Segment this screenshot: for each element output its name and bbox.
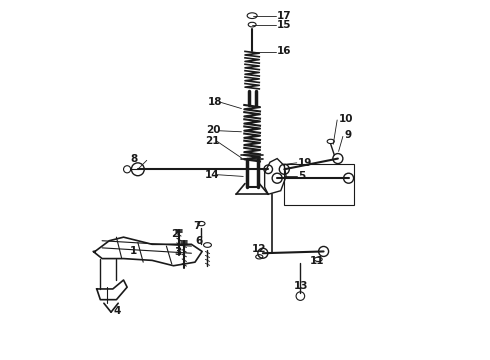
Text: 14: 14 — [205, 170, 220, 180]
Text: 18: 18 — [207, 97, 222, 107]
Text: 17: 17 — [277, 11, 292, 21]
Text: 13: 13 — [294, 282, 309, 292]
Text: 2: 2 — [171, 229, 178, 239]
Text: 12: 12 — [251, 244, 266, 253]
Text: 16: 16 — [277, 46, 292, 57]
Text: 11: 11 — [310, 256, 324, 266]
Text: 15: 15 — [277, 19, 292, 30]
Text: 5: 5 — [298, 171, 305, 181]
Text: 3: 3 — [174, 247, 181, 257]
Text: 9: 9 — [344, 130, 351, 140]
Text: 10: 10 — [339, 113, 353, 123]
Text: 21: 21 — [205, 136, 220, 147]
Text: 7: 7 — [193, 221, 200, 231]
Text: 1: 1 — [130, 247, 137, 256]
Text: 4: 4 — [114, 306, 121, 316]
Text: 20: 20 — [206, 125, 220, 135]
Bar — [284, 164, 354, 205]
Text: 6: 6 — [196, 237, 203, 247]
Text: 19: 19 — [298, 158, 312, 168]
Text: 8: 8 — [130, 154, 137, 164]
